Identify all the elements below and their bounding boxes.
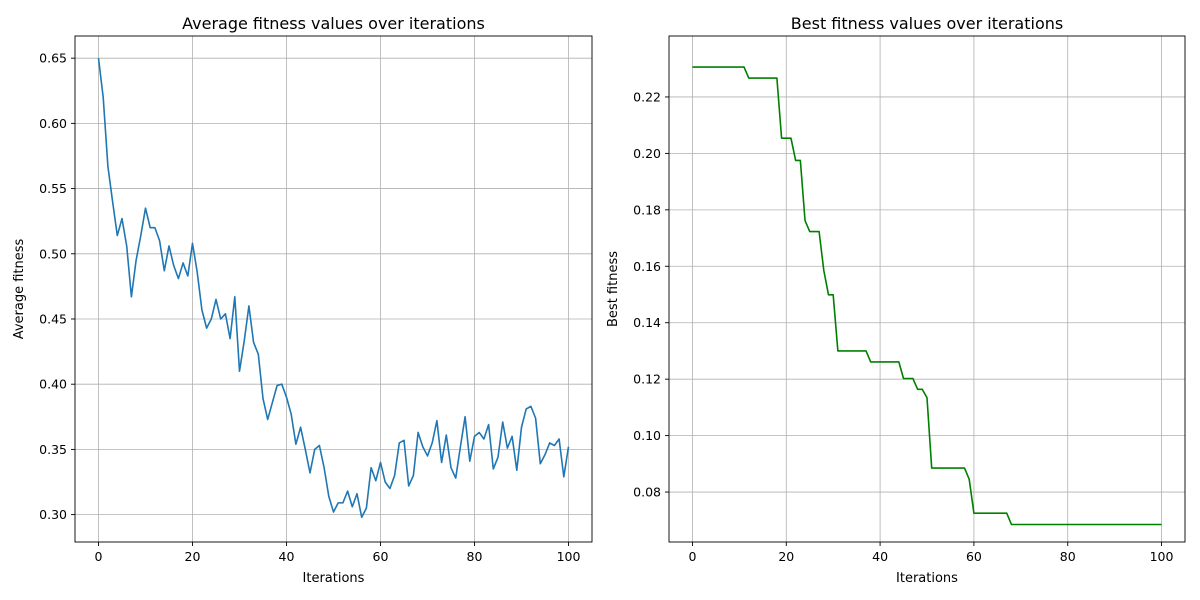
best-y-tick-label: 0.10	[633, 428, 661, 443]
best-y-tick-label: 0.16	[633, 259, 661, 274]
avg-y-tick-label: 0.65	[39, 51, 67, 66]
best-chart-title: Best fitness values over iterations	[791, 14, 1063, 33]
avg-y-axis-label: Average fitness	[12, 238, 27, 339]
best-y-tick-label: 0.18	[633, 202, 661, 217]
avg-x-tick-label: 100	[557, 549, 581, 564]
best-x-tick-label: 40	[872, 549, 888, 564]
avg-y-tick-label: 0.35	[39, 442, 67, 457]
best-y-tick-label: 0.20	[633, 146, 661, 161]
best-fitness-panel: 0 20 40 60 80 100 0.08 0.10 0.12 0.14 0.16 0.18 0.20…	[606, 14, 1186, 586]
avg-x-tick-label: 60	[373, 549, 389, 564]
avg-y-tick-label: 0.60	[39, 116, 67, 131]
avg-x-tick-label: 40	[279, 549, 295, 564]
avg-x-tick-label: 20	[185, 549, 201, 564]
avg-y-tick-label: 0.55	[39, 181, 67, 196]
best-series-line	[692, 66, 1162, 526]
best-x-tick-label: 60	[966, 549, 982, 564]
best-x-tick-label: 100	[1150, 549, 1174, 564]
best-y-tick-label: 0.22	[633, 89, 661, 104]
best-y-tick-label: 0.08	[633, 485, 661, 500]
avg-y-tick-label: 0.45	[39, 311, 67, 326]
avg-x-tick-label: 0	[95, 549, 103, 564]
avg-y-tick-label: 0.40	[39, 377, 67, 392]
best-y-tick-label: 0.12	[633, 372, 661, 387]
avg-series-line	[97, 58, 570, 519]
avg-y-tick-label: 0.50	[39, 246, 67, 261]
best-axes-frame	[668, 35, 1186, 543]
best-x-tick-label: 0	[688, 549, 696, 564]
average-fitness-panel: 0 20 40 60 80 100 0.30 0.35 0.40 0.45 0.50 0.55 0.60…	[12, 14, 593, 586]
best-y-tick-label: 0.14	[633, 315, 661, 330]
best-x-tick-label: 20	[778, 549, 794, 564]
best-x-tick-label: 80	[1060, 549, 1076, 564]
avg-axes-frame	[74, 35, 593, 543]
best-y-axis-label: Best fitness	[606, 251, 621, 327]
avg-y-tick-label: 0.30	[39, 507, 67, 522]
avg-x-axis-label: Iterations	[303, 571, 365, 586]
avg-chart-title: Average fitness values over iterations	[182, 14, 485, 33]
best-x-axis-label: Iterations	[896, 571, 958, 586]
avg-x-tick-label: 80	[467, 549, 483, 564]
